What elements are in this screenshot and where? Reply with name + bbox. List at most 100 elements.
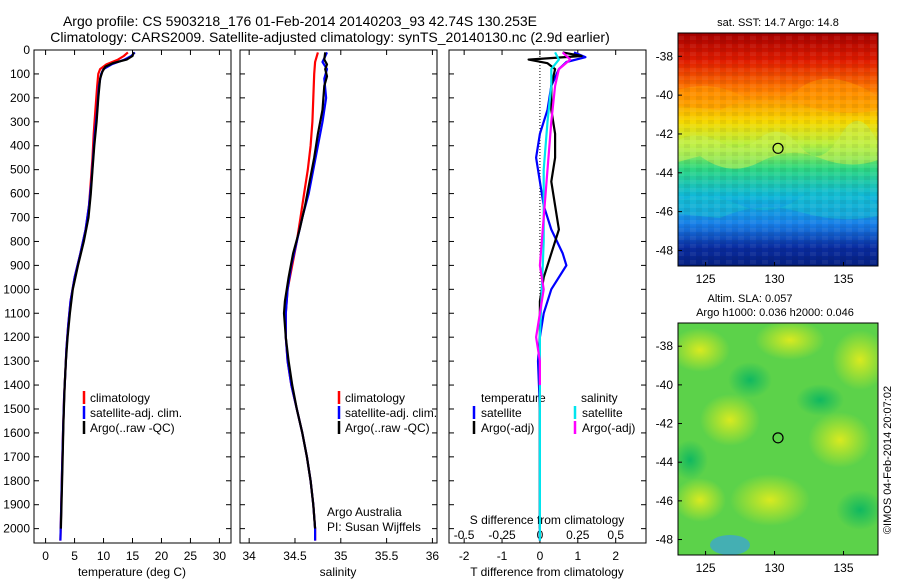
- series-line-argo-raw-qc-: [59, 52, 135, 529]
- y-tick-label: 1900: [3, 498, 30, 512]
- x-tick-label: 1: [574, 549, 581, 563]
- x-tick-label: -1: [497, 549, 508, 563]
- annotation-argo-australia: Argo Australia: [327, 505, 402, 519]
- legend-heading-temperature: temperature: [481, 391, 546, 405]
- map-y-tick-label: -40: [656, 88, 674, 102]
- x-tick-label: 20: [155, 549, 169, 563]
- x-tick-label: 0: [537, 549, 544, 563]
- y-tick-label: 900: [10, 258, 30, 272]
- y-tick-label: 1800: [3, 474, 30, 488]
- x-tick-label: 34: [242, 549, 256, 563]
- argo-location-marker: [772, 432, 784, 444]
- x-tick-label: 35: [334, 549, 348, 563]
- y-tick-label: 700: [10, 211, 30, 225]
- sla-map-title-1: Altim. SLA: 0.057: [708, 293, 793, 305]
- y-tick-label: 1300: [3, 354, 30, 368]
- map-y-tick-label: -46: [656, 494, 674, 508]
- map-x-tick-label: 130: [765, 272, 785, 286]
- x-tick-label: 25: [184, 549, 198, 563]
- legend-climatology: climatology: [345, 391, 405, 405]
- temperature-legend: climatology satellite-adj. clim. Argo(..…: [82, 391, 182, 435]
- map-x-tick-label: 135: [834, 272, 854, 286]
- argo-location-marker: [772, 142, 784, 154]
- y-tick-label: 1700: [3, 450, 30, 464]
- map-x-tick-label: 130: [765, 561, 785, 575]
- legend-argo: Argo(..raw -QC): [90, 421, 175, 435]
- legend-s-satellite: satellite: [582, 406, 623, 420]
- temperature-panel: [33, 49, 232, 544]
- salinity-panel: [239, 49, 438, 544]
- sst-map: [678, 33, 878, 266]
- series-line-satellite-adj-clim-: [284, 51, 329, 541]
- x-tick-label: 0: [42, 549, 49, 563]
- series-line-climatology: [284, 52, 319, 541]
- x-tick-label: 30: [213, 549, 227, 563]
- x-tick-label: 2: [612, 549, 619, 563]
- legend-satellite-adj: satellite-adj. clim.: [345, 406, 437, 420]
- annotation-pi: PI: Susan Wijffels: [327, 520, 421, 534]
- x-tick-label: 5: [71, 549, 78, 563]
- y-tick-label: 800: [10, 234, 30, 248]
- difference-xlabel: T difference from climatology: [470, 565, 624, 579]
- legend-t-argo: Argo(-adj): [481, 421, 534, 435]
- y-tick-label: 1400: [3, 378, 30, 392]
- title-line-1: Argo profile: CS 5903218_176 01-Feb-2014…: [63, 13, 537, 29]
- x-tick-label: 34.5: [283, 549, 307, 563]
- difference-legend: temperature salinity satellite Argo(-adj…: [472, 391, 635, 435]
- x-tick-label: -2: [459, 549, 470, 563]
- difference-panel: [448, 49, 647, 544]
- map-x-tick-label: 135: [834, 561, 854, 575]
- y-tick-label: 400: [10, 139, 30, 153]
- salinity-legend: climatology satellite-adj. clim. Argo(..…: [337, 391, 437, 435]
- map-x-tick-label: 125: [696, 561, 716, 575]
- series-line-argo-adj-: [527, 51, 583, 529]
- y-tick-label: 1600: [3, 426, 30, 440]
- s-tick-label: 0.25: [566, 528, 590, 542]
- x-tick-label: 35.5: [375, 549, 399, 563]
- side-label: ©IMOS 04-Feb-2014 20:07:02: [882, 386, 894, 534]
- y-tick-label: 1200: [3, 330, 30, 344]
- y-tick-label: 1100: [4, 306, 30, 320]
- sst-map-title: sat. SST: 14.7 Argo: 14.8: [717, 17, 839, 29]
- legend-s-argo: Argo(-adj): [582, 421, 635, 435]
- legend-satellite-adj: satellite-adj. clim.: [90, 406, 182, 420]
- map-y-tick-label: -46: [656, 205, 674, 219]
- difference-xlabel-top: S difference from climatology: [470, 513, 625, 527]
- y-tick-label: 1500: [3, 402, 30, 416]
- legend-argo: Argo(..raw -QC): [345, 421, 430, 435]
- salinity-xlabel: salinity: [320, 565, 357, 579]
- map-y-tick-label: -38: [656, 339, 674, 353]
- legend-climatology: climatology: [90, 391, 150, 405]
- y-tick-label: 600: [10, 187, 30, 201]
- sst-map-frame: [677, 32, 879, 267]
- s-tick-label: -0.5: [454, 528, 475, 542]
- series-line-argo-raw-qc-: [282, 52, 329, 529]
- y-tick-label: 2000: [3, 522, 30, 536]
- s-tick-label: -0.25: [488, 528, 516, 542]
- map-y-tick-label: -42: [656, 127, 674, 141]
- map-x-tick-label: 125: [696, 272, 716, 286]
- title-line-2: Climatology: CARS2009. Satellite-adjuste…: [50, 29, 610, 45]
- y-tick-label: 200: [10, 91, 30, 105]
- series-line-argo-adj-: [534, 51, 572, 385]
- y-tick-label: 100: [10, 67, 30, 81]
- x-tick-label: 15: [126, 549, 140, 563]
- x-tick-label: 10: [97, 549, 111, 563]
- legend-heading-salinity: salinity: [581, 391, 618, 405]
- map-y-tick-label: -44: [656, 166, 674, 180]
- sla-map-title-2: Argo h1000: 0.036 h2000: 0.046: [696, 307, 854, 319]
- temperature-xlabel: temperature (deg C): [78, 565, 186, 579]
- y-tick-label: 300: [10, 115, 30, 129]
- map-y-tick-label: -44: [656, 455, 674, 469]
- map-y-tick-label: -48: [656, 243, 674, 257]
- s-tick-label: 0.5: [607, 528, 624, 542]
- y-tick-label: 500: [10, 163, 30, 177]
- map-y-tick-label: -48: [656, 533, 674, 547]
- legend-t-satellite: satellite: [481, 406, 522, 420]
- map-y-tick-label: -38: [656, 49, 674, 63]
- y-tick-label: 0: [23, 43, 30, 57]
- map-y-tick-label: -40: [656, 378, 674, 392]
- map-y-tick-label: -42: [656, 417, 674, 431]
- x-tick-label: 36: [426, 549, 440, 563]
